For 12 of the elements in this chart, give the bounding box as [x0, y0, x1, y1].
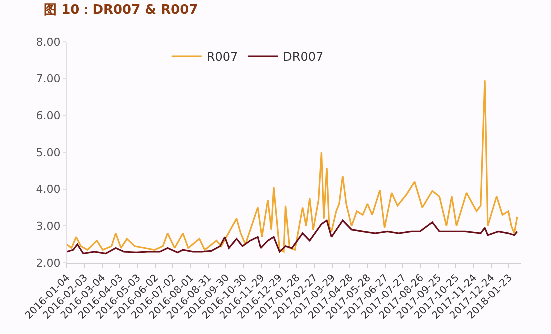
chart-title: 图 10：DR007 & R007 — [44, 3, 198, 18]
y-tick-label: 5.00 — [36, 146, 61, 160]
y-tick-label: 6.00 — [36, 110, 61, 123]
y-tick-label: 3.00 — [36, 220, 61, 234]
y-tick-label: 8.00 — [36, 36, 61, 49]
y-tick-label: 2.00 — [36, 256, 61, 270]
y-tick-label: 7.00 — [36, 72, 61, 86]
y-tick-label: 4.00 — [36, 183, 61, 196]
legend-label: DR007 — [283, 50, 324, 64]
line-series — [67, 220, 518, 255]
legend-label: R007 — [206, 50, 238, 64]
line-series — [67, 80, 518, 253]
